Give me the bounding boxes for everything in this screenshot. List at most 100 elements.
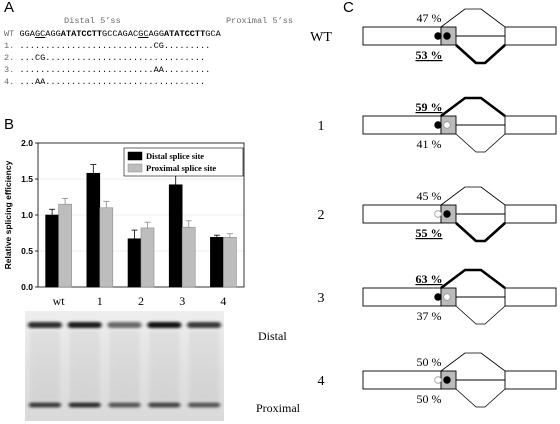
bar xyxy=(86,172,101,288)
exon-right xyxy=(504,204,557,224)
panel-a-letter: A xyxy=(4,0,15,16)
sequence-segment: GC xyxy=(34,29,46,39)
distal-site-marker xyxy=(434,210,442,218)
bar xyxy=(140,227,155,288)
gel-lane-smear xyxy=(109,331,140,401)
sequence-row-id: WT xyxy=(4,29,20,39)
gel-band-distal xyxy=(187,322,222,328)
sequence-row: 3. ..........................AA......... xyxy=(4,64,210,76)
percent-top: 50 % xyxy=(417,355,442,369)
splice-path-bottom xyxy=(455,44,506,65)
splice-path-bottom xyxy=(455,133,506,153)
variant-label: 1 xyxy=(318,119,325,134)
gel-band-distal xyxy=(107,322,142,328)
y-tick-label: 1.0 xyxy=(21,210,33,220)
legend-swatch xyxy=(127,163,143,173)
distal-site-marker xyxy=(434,293,442,301)
sequence-segment: ...CG............................... xyxy=(19,53,206,63)
gel-lane-smear xyxy=(189,331,220,401)
y-tick-label: 2.0 xyxy=(21,138,33,148)
bar xyxy=(223,237,237,288)
bar xyxy=(58,203,72,288)
bar xyxy=(45,214,59,288)
exon-right xyxy=(504,370,557,390)
percent-bottom: 41 % xyxy=(417,137,442,151)
variant-label: WT xyxy=(310,30,332,45)
percent-top: 59 % xyxy=(416,100,443,114)
exon-left xyxy=(362,26,442,46)
distal-site-marker xyxy=(434,32,442,40)
gel-band-distal xyxy=(27,322,62,328)
x-tick-label: 1 xyxy=(97,294,103,308)
bar xyxy=(210,237,224,288)
exon-left xyxy=(362,370,442,390)
sequence-row-id: 2. xyxy=(4,53,20,63)
bar xyxy=(127,238,142,288)
percent-bottom: 37 % xyxy=(417,309,442,323)
percent-bottom: 50 % xyxy=(417,392,442,406)
splice-path-top xyxy=(440,96,506,118)
distal-site-marker xyxy=(434,376,442,384)
legend-swatch xyxy=(127,151,143,161)
distal-site-marker xyxy=(434,121,442,129)
sequence-row-id: 4. xyxy=(4,77,20,87)
y-tick-label: 0.5 xyxy=(21,246,33,256)
legend-entry: Proximal splice site xyxy=(146,163,216,173)
splice-path-top xyxy=(440,8,506,28)
splice-path-bottom xyxy=(455,388,506,408)
proximal-5ss-label: Proximal 5’ss xyxy=(226,16,294,26)
sequence-segment: ..........................AA......... xyxy=(19,65,211,75)
splice-path-top xyxy=(440,186,506,206)
gel-lane-smear xyxy=(69,331,100,401)
percent-top: 47 % xyxy=(417,11,442,25)
percent-top: 63 % xyxy=(416,272,443,286)
gel-band-proximal xyxy=(188,402,221,408)
sequence-row-id: 1. xyxy=(4,41,20,51)
proximal-site-marker xyxy=(443,293,451,301)
bar xyxy=(99,207,114,288)
panel-c-letter: C xyxy=(343,0,354,16)
exon-left xyxy=(362,287,442,307)
x-tick-label: 2 xyxy=(138,294,144,308)
gel-band-proximal xyxy=(148,402,181,408)
gel-label-distal: Distal xyxy=(258,329,287,343)
gel-lane-smear xyxy=(29,331,60,401)
proximal-site-marker xyxy=(443,121,451,129)
sequence-segment: GCA xyxy=(205,29,221,39)
gel-band-distal xyxy=(147,322,182,328)
gel-band-proximal xyxy=(108,402,141,408)
exon-left xyxy=(362,204,442,224)
sequence-segment: AGG xyxy=(45,29,61,39)
percent-top: 45 % xyxy=(417,189,442,203)
exon-right xyxy=(504,26,557,46)
sequence-row: WT GGAGCAGGATATCCTTGCCAGACGCAGGATATCCTTG… xyxy=(4,28,221,40)
sequence-segment: GCCAGA xyxy=(102,29,133,39)
exon-left xyxy=(362,115,442,135)
gel-band-proximal xyxy=(68,402,101,408)
x-tick-label: wt xyxy=(53,294,66,308)
sequence-segment: ATATCCTT xyxy=(163,29,206,39)
panel-b-letter: B xyxy=(4,116,15,133)
gel-band-distal xyxy=(67,322,102,328)
gel-band-proximal xyxy=(28,402,61,408)
legend-entry: Distal splice site xyxy=(146,151,204,161)
sequence-segment: AGG xyxy=(148,29,164,39)
bar xyxy=(168,184,183,288)
legend-box xyxy=(123,147,244,177)
bar xyxy=(181,226,196,288)
y-tick-label: 0.0 xyxy=(21,282,33,292)
gel-label-proximal: Proximal xyxy=(256,401,300,415)
variant-label: 2 xyxy=(318,208,325,223)
proximal-site-marker xyxy=(443,32,451,40)
splice-path-bottom xyxy=(455,222,506,243)
sequence-row-id: 3. xyxy=(4,65,20,75)
exon-right xyxy=(504,287,557,307)
sequence-segment: C xyxy=(133,29,139,39)
gel-lane-smear xyxy=(149,331,180,401)
sequence-segment: GC xyxy=(138,29,149,39)
proximal-site-marker xyxy=(443,376,451,384)
percent-bottom: 55 % xyxy=(416,226,443,240)
sequence-row: 1. ..........................CG......... xyxy=(4,40,210,52)
x-tick-label: 3 xyxy=(179,294,185,308)
